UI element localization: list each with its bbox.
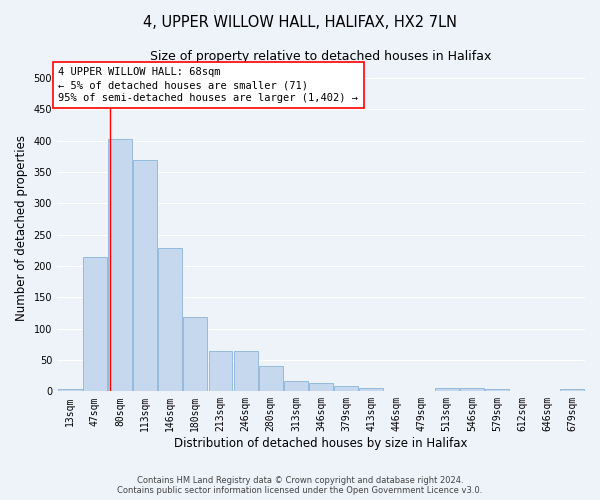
Bar xyxy=(209,350,232,392)
X-axis label: Distribution of detached houses by size in Halifax: Distribution of detached houses by size … xyxy=(174,437,468,450)
Bar xyxy=(83,256,107,392)
Bar xyxy=(108,139,132,392)
Bar xyxy=(133,160,157,392)
Bar xyxy=(58,390,82,392)
Title: Size of property relative to detached houses in Halifax: Size of property relative to detached ho… xyxy=(151,50,492,63)
Bar xyxy=(510,390,534,392)
Y-axis label: Number of detached properties: Number of detached properties xyxy=(15,136,28,322)
Bar xyxy=(184,318,207,392)
Bar xyxy=(485,390,509,392)
Bar xyxy=(535,390,559,392)
Bar xyxy=(309,383,333,392)
Text: 4, UPPER WILLOW HALL, HALIFAX, HX2 7LN: 4, UPPER WILLOW HALL, HALIFAX, HX2 7LN xyxy=(143,15,457,30)
Bar xyxy=(284,380,308,392)
Bar xyxy=(435,388,458,392)
Bar xyxy=(560,390,584,392)
Bar xyxy=(359,388,383,392)
Bar xyxy=(158,248,182,392)
Text: 4 UPPER WILLOW HALL: 68sqm
← 5% of detached houses are smaller (71)
95% of semi-: 4 UPPER WILLOW HALL: 68sqm ← 5% of detac… xyxy=(58,67,358,103)
Bar xyxy=(233,350,257,392)
Bar xyxy=(259,366,283,392)
Bar xyxy=(385,390,409,392)
Bar xyxy=(460,388,484,392)
Bar xyxy=(410,390,434,392)
Text: Contains HM Land Registry data © Crown copyright and database right 2024.
Contai: Contains HM Land Registry data © Crown c… xyxy=(118,476,482,495)
Bar xyxy=(334,386,358,392)
